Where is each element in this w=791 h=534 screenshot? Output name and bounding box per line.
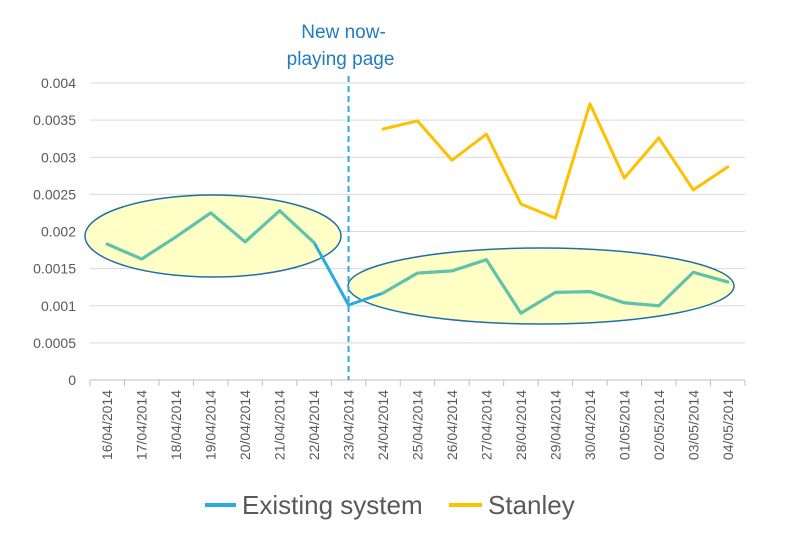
x-axis-tick-labels: 16/04/2014 17/04/2014 18/04/2014 19/04/2014…	[99, 390, 736, 460]
x-tick-label: 27/04/2014	[478, 390, 494, 460]
y-tick-label: 0.001	[41, 298, 76, 314]
x-tick-label: 20/04/2014	[237, 390, 253, 460]
x-tick-label: 25/04/2014	[410, 390, 426, 460]
y-tick-label: 0.002	[41, 224, 76, 240]
y-tick-label: 0.004	[41, 75, 76, 91]
x-tick-label: 29/04/2014	[547, 390, 563, 460]
x-tick-label: 19/04/2014	[203, 390, 219, 460]
x-tick-label: 02/05/2014	[651, 390, 667, 460]
highlight-ellipse	[347, 247, 735, 325]
x-tick-label: 16/04/2014	[99, 390, 115, 460]
x-tick-label: 24/04/2014	[375, 390, 391, 460]
legend: Existing system Stanley	[205, 490, 575, 520]
x-tick-label: 21/04/2014	[272, 390, 288, 460]
annotation-marker: New now- playing page	[287, 22, 395, 380]
x-tick-label: 17/04/2014	[134, 390, 150, 460]
y-tick-label: 0.0015	[33, 261, 76, 277]
x-tick-label: 30/04/2014	[582, 390, 598, 460]
series-line-stanley	[381, 102, 730, 220]
annotation-text-line-1: New now-	[301, 22, 385, 43]
annotation-text-line-2: playing page	[287, 49, 395, 70]
y-tick-label: 0	[68, 372, 76, 388]
series-line-existing-system-highlighted	[381, 258, 730, 315]
x-tick-label: 01/05/2014	[616, 390, 632, 460]
y-tick-label: 0.0035	[33, 112, 76, 128]
y-tick-label: 0.0025	[33, 186, 76, 202]
x-axis	[89, 379, 746, 386]
highlight-ellipse	[84, 194, 342, 278]
x-tick-label: 04/05/2014	[720, 390, 736, 460]
x-tick-label: 28/04/2014	[513, 390, 529, 460]
series-line-existing-system-highlighted	[105, 209, 316, 261]
x-tick-label: 03/05/2014	[685, 390, 701, 460]
x-tick-label: 18/04/2014	[168, 390, 184, 460]
legend-label-existing-system: Existing system	[242, 490, 423, 520]
y-axis-tick-labels: 0 0.0005 0.001 0.0015 0.002 0.0025 0.003 0.0035…	[33, 75, 76, 388]
x-tick-label: 22/04/2014	[306, 390, 322, 460]
y-tick-label: 0.003	[41, 149, 76, 165]
legend-label-stanley: Stanley	[488, 490, 575, 520]
y-tick-label: 0.0005	[33, 335, 76, 351]
series-lines	[105, 102, 730, 315]
x-tick-label: 26/04/2014	[444, 390, 460, 460]
x-tick-label: 23/04/2014	[341, 390, 357, 460]
